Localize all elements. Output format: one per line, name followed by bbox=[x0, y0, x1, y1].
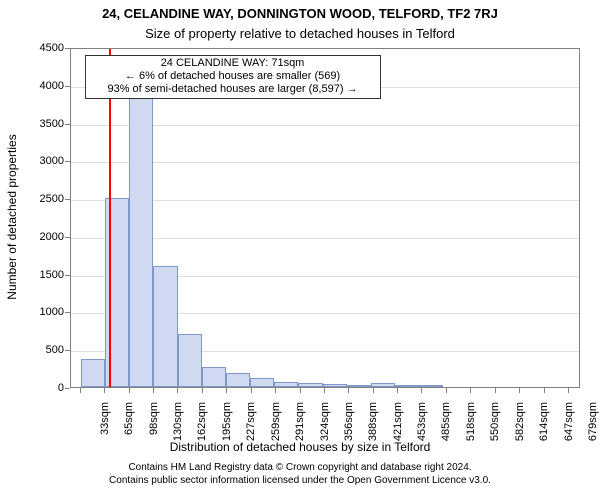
histogram-bar bbox=[129, 96, 153, 387]
x-tick-mark bbox=[104, 388, 105, 393]
chart-subtitle: Size of property relative to detached ho… bbox=[0, 26, 600, 41]
annotation-line-3: 93% of semi-detached houses are larger (… bbox=[88, 83, 378, 96]
y-tick-label: 500 bbox=[30, 344, 64, 356]
x-tick-mark bbox=[202, 388, 203, 393]
histogram-bar bbox=[202, 367, 226, 387]
y-tick-mark bbox=[65, 124, 70, 125]
y-tick-mark bbox=[65, 388, 70, 389]
y-tick-label: 2000 bbox=[30, 231, 64, 243]
y-tick-label: 1500 bbox=[30, 269, 64, 281]
x-tick-mark bbox=[495, 388, 496, 393]
x-axis-label: Distribution of detached houses by size … bbox=[0, 440, 600, 454]
y-tick-label: 3000 bbox=[30, 155, 64, 167]
plot-area: 24 CELANDINE WAY: 71sqm ← 6% of detached… bbox=[70, 48, 580, 388]
chart-title-address: 24, CELANDINE WAY, DONNINGTON WOOD, TELF… bbox=[0, 6, 600, 21]
x-tick-mark bbox=[373, 388, 374, 393]
annotation-box: 24 CELANDINE WAY: 71sqm ← 6% of detached… bbox=[85, 55, 381, 99]
footer: Contains HM Land Registry data © Crown c… bbox=[0, 462, 600, 487]
y-tick-label: 0 bbox=[30, 382, 64, 394]
histogram-bar bbox=[298, 383, 322, 387]
y-tick-mark bbox=[65, 312, 70, 313]
histogram-bar bbox=[347, 385, 371, 387]
histogram-bar bbox=[81, 359, 105, 387]
histogram-bar bbox=[395, 385, 419, 387]
x-tick-mark bbox=[470, 388, 471, 393]
histogram-bar bbox=[153, 266, 177, 387]
x-tick-mark bbox=[544, 388, 545, 393]
histogram-bar bbox=[419, 385, 443, 387]
histogram-bar bbox=[371, 383, 395, 387]
x-tick-mark bbox=[177, 388, 178, 393]
y-tick-label: 3500 bbox=[30, 118, 64, 130]
y-tick-mark bbox=[65, 48, 70, 49]
y-tick-mark bbox=[65, 237, 70, 238]
x-tick-mark bbox=[226, 388, 227, 393]
histogram-bar bbox=[323, 384, 347, 387]
x-tick-mark bbox=[421, 388, 422, 393]
histogram-bar bbox=[250, 378, 274, 387]
y-tick-mark bbox=[65, 86, 70, 87]
annotation-line-2: ← 6% of detached houses are smaller (569… bbox=[88, 70, 378, 83]
y-tick-label: 1000 bbox=[30, 306, 64, 318]
x-tick-mark bbox=[129, 388, 130, 393]
chart-container: 24, CELANDINE WAY, DONNINGTON WOOD, TELF… bbox=[0, 0, 600, 500]
x-tick-mark bbox=[251, 388, 252, 393]
y-tick-mark bbox=[65, 350, 70, 351]
x-tick-mark bbox=[446, 388, 447, 393]
histogram-bar bbox=[274, 382, 298, 387]
y-tick-label: 2500 bbox=[30, 193, 64, 205]
footer-line-1: Contains HM Land Registry data © Crown c… bbox=[0, 462, 600, 475]
x-tick-mark bbox=[153, 388, 154, 393]
x-tick-mark bbox=[348, 388, 349, 393]
y-tick-label: 4500 bbox=[30, 42, 64, 54]
x-tick-mark bbox=[568, 388, 569, 393]
y-tick-mark bbox=[65, 199, 70, 200]
marker-line bbox=[109, 49, 111, 387]
x-tick-mark bbox=[80, 388, 81, 393]
x-tick-mark bbox=[397, 388, 398, 393]
y-axis-label: Number of detached properties bbox=[5, 117, 19, 317]
histogram-bar bbox=[226, 373, 250, 387]
y-tick-mark bbox=[65, 161, 70, 162]
y-tick-mark bbox=[65, 275, 70, 276]
x-tick-mark bbox=[300, 388, 301, 393]
x-tick-mark bbox=[275, 388, 276, 393]
x-tick-mark bbox=[324, 388, 325, 393]
x-tick-mark bbox=[519, 388, 520, 393]
y-tick-label: 4000 bbox=[30, 80, 64, 92]
annotation-line-1: 24 CELANDINE WAY: 71sqm bbox=[88, 57, 378, 70]
histogram-bar bbox=[178, 334, 202, 387]
footer-line-2: Contains public sector information licen… bbox=[0, 475, 600, 488]
